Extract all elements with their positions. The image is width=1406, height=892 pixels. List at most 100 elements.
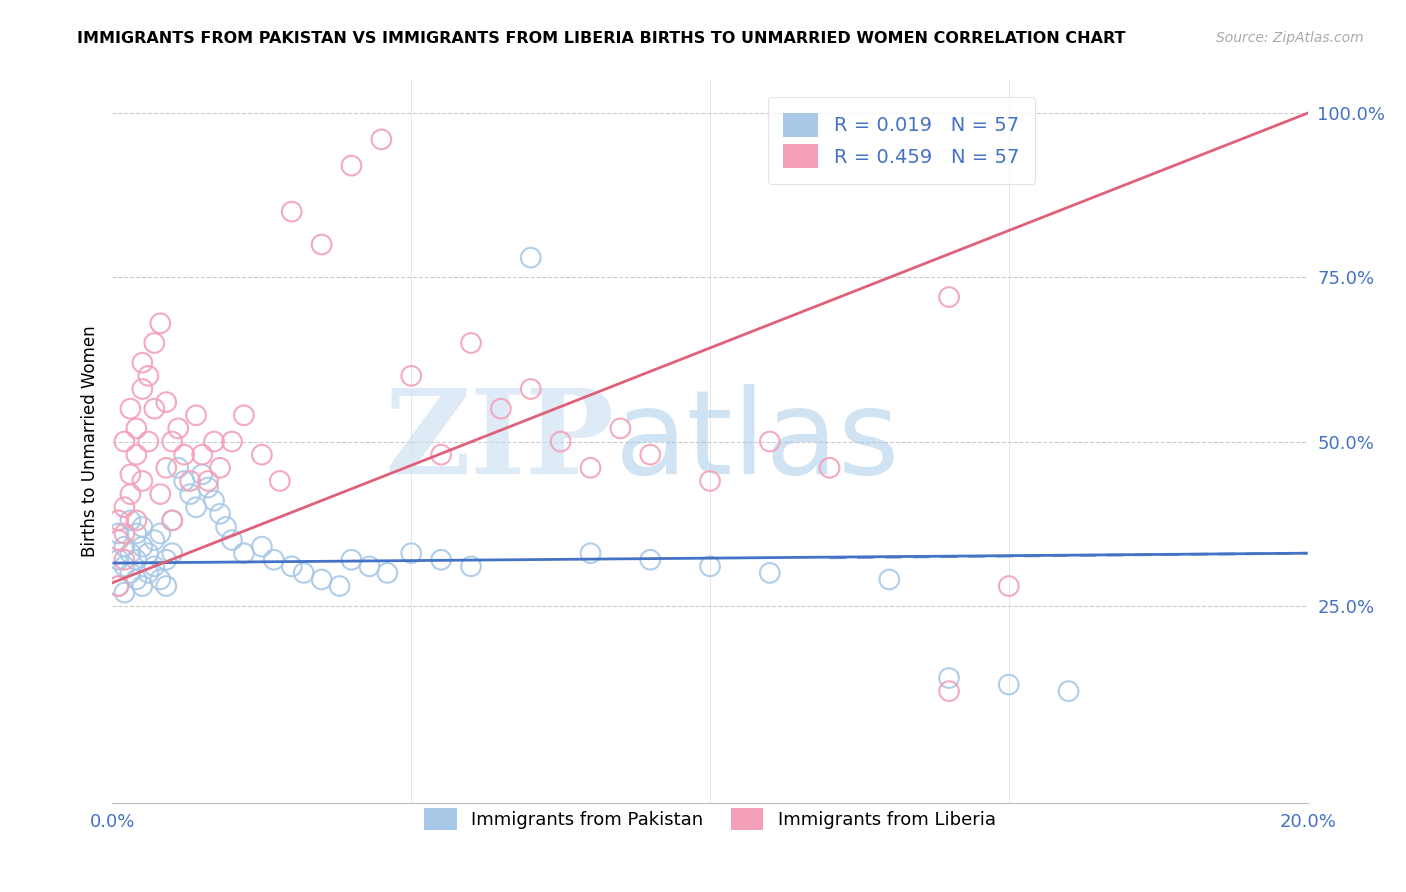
Point (640, 553, 662, 567)
Point (162, 513, 183, 527)
Point (292, 566, 315, 580)
Point (550, 434, 572, 449)
Text: ZIP: ZIP (384, 384, 614, 499)
Point (114, 500, 135, 515)
Point (186, 409, 208, 423)
Point (401, 368, 423, 383)
Point (998, 579, 1021, 593)
Point (202, 493, 225, 508)
Point (107, 533, 129, 547)
Point (281, 204, 304, 219)
Point (167, 460, 190, 475)
Point (125, 421, 148, 435)
Point (131, 579, 153, 593)
Point (125, 513, 148, 527)
Point (149, 573, 172, 587)
Point (107, 553, 129, 567)
Point (329, 579, 352, 593)
Point (191, 448, 214, 462)
Point (699, 474, 721, 488)
Point (179, 474, 201, 488)
Point (281, 559, 304, 574)
Point (179, 487, 201, 501)
Point (114, 526, 135, 541)
Point (143, 401, 166, 416)
Point (202, 434, 225, 449)
Point (120, 566, 142, 580)
Point (221, 533, 243, 547)
Point (138, 368, 160, 383)
Point (143, 559, 166, 574)
Point (138, 566, 160, 580)
Point (107, 579, 129, 593)
Point (167, 421, 190, 435)
Point (818, 460, 841, 475)
Point (489, 401, 512, 416)
Point (938, 290, 960, 304)
Legend: Immigrants from Pakistan, Immigrants from Liberia: Immigrants from Pakistan, Immigrants fro… (411, 793, 1010, 845)
Point (520, 382, 543, 396)
Point (640, 448, 662, 462)
Point (162, 434, 183, 449)
Point (138, 546, 160, 560)
Y-axis label: Births to Unmarried Women: Births to Unmarried Women (80, 326, 98, 558)
Point (430, 448, 453, 462)
Point (233, 546, 256, 560)
Text: IMMIGRANTS FROM PAKISTAN VS IMMIGRANTS FROM LIBERIA BIRTHS TO UNMARRIED WOMEN CO: IMMIGRANTS FROM PAKISTAN VS IMMIGRANTS F… (77, 31, 1126, 46)
Point (114, 553, 135, 567)
Point (120, 401, 142, 416)
Point (221, 434, 243, 449)
Point (460, 559, 482, 574)
Point (759, 434, 782, 449)
Point (209, 507, 232, 521)
Point (1057, 684, 1080, 698)
Point (131, 382, 153, 396)
Point (938, 684, 960, 698)
Point (209, 460, 232, 475)
Point (311, 573, 333, 587)
Point (114, 540, 135, 554)
Point (114, 585, 135, 599)
Point (430, 553, 453, 567)
Point (120, 513, 142, 527)
Point (155, 460, 177, 475)
Point (131, 356, 153, 370)
Point (759, 566, 782, 580)
Point (120, 546, 142, 560)
Point (143, 336, 166, 351)
Point (162, 546, 183, 560)
Point (173, 448, 195, 462)
Point (107, 513, 129, 527)
Point (125, 448, 148, 462)
Point (125, 526, 148, 541)
Point (340, 553, 363, 567)
Point (125, 573, 148, 587)
Text: atlas: atlas (614, 384, 900, 499)
Point (263, 553, 285, 567)
Point (131, 474, 153, 488)
Text: Source: ZipAtlas.com: Source: ZipAtlas.com (1216, 31, 1364, 45)
Point (699, 559, 721, 574)
Point (120, 467, 142, 482)
Point (520, 251, 543, 265)
Point (131, 540, 153, 554)
Point (107, 526, 129, 541)
Point (359, 559, 381, 574)
Point (197, 481, 219, 495)
Point (186, 500, 208, 515)
Point (879, 573, 901, 587)
Point (377, 566, 399, 580)
Point (998, 677, 1021, 691)
Point (579, 460, 602, 475)
Point (125, 553, 148, 567)
Point (197, 474, 219, 488)
Point (233, 409, 256, 423)
Point (938, 671, 960, 685)
Point (370, 132, 392, 146)
Point (149, 526, 172, 541)
Point (173, 474, 195, 488)
Point (149, 487, 172, 501)
Point (114, 434, 135, 449)
Point (215, 520, 238, 534)
Point (114, 559, 135, 574)
